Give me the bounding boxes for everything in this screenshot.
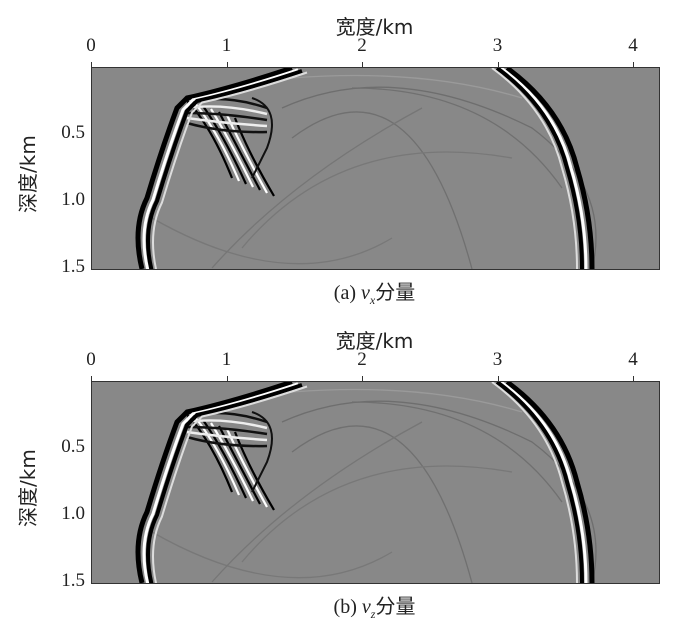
scattered-wavefront: [281, 86, 597, 269]
x-tick-mark: [633, 62, 634, 67]
scattered-wavefront: [291, 388, 523, 413]
x-tick-label: 1: [221, 35, 232, 56]
x-tick-label: 4: [628, 349, 638, 370]
scattered-wavefront: [241, 465, 513, 563]
y-axis-label: 深度/km: [16, 134, 40, 213]
caption-label: (b): [333, 596, 357, 618]
scattered-wavefront: [351, 87, 563, 189]
x-axis-label: 宽度/km: [335, 15, 414, 39]
x-tick-mark: [91, 62, 92, 67]
caption-suffix: 分量: [375, 282, 416, 304]
caption-variable: v: [360, 282, 370, 304]
scattered-wavefront: [211, 421, 423, 583]
x-tick-mark: [226, 62, 228, 67]
panel-caption: (b) vz分量: [334, 590, 416, 622]
scattered-wavefront: [351, 401, 563, 503]
caption-subscript: x: [369, 293, 376, 307]
direct-wavefront: [135, 382, 595, 583]
caption-variable: v: [361, 596, 371, 618]
x-tick-mark: [362, 376, 363, 381]
diffraction-zone: [186, 97, 275, 197]
wavefield-snapshot: [91, 67, 660, 270]
x-tick-label: 1: [221, 349, 232, 370]
x-tick-label: 0: [86, 349, 96, 370]
scattered-wavefront: [291, 111, 473, 269]
x-axis-label: 宽度/km: [335, 329, 414, 353]
scattered-wavefront: [211, 107, 423, 269]
scattered-wavefront: [291, 74, 523, 99]
diffraction-zone: [186, 411, 275, 511]
x-tick-label: 2: [357, 35, 367, 56]
x-tick-mark: [633, 376, 634, 381]
x-tick-mark: [497, 62, 499, 67]
x-tick-label: 3: [492, 35, 503, 56]
x-tick-label: 3: [492, 349, 503, 370]
direct-wavefront: [135, 68, 595, 269]
caption-label: (a): [333, 282, 356, 304]
x-tick-mark: [226, 376, 228, 381]
y-tick-label: 0.5: [61, 436, 85, 457]
scattered-wavefront: [151, 531, 393, 579]
panel-caption: (a) vx分量: [334, 276, 415, 308]
x-tick-mark: [362, 62, 363, 67]
y-axis-label: 深度/km: [16, 448, 40, 527]
scattered-wavefront: [241, 151, 513, 249]
x-tick-label: 2: [357, 349, 367, 370]
x-tick-mark: [91, 376, 92, 381]
x-tick-mark: [497, 376, 499, 381]
x-tick-label: 4: [628, 35, 638, 56]
wavefield-snapshot: [91, 381, 660, 584]
x-tick-label: 0: [86, 35, 96, 56]
y-tick-label: 1.0: [61, 189, 85, 210]
y-tick-label: 1.0: [61, 503, 85, 524]
y-tick-label: 1.5: [61, 256, 85, 277]
scattered-wavefront: [281, 400, 597, 583]
scattered-wavefront: [291, 425, 473, 583]
caption-subscript: z: [370, 607, 376, 621]
y-tick-label: 0.5: [61, 122, 85, 143]
y-tick-label: 1.5: [61, 570, 85, 591]
scattered-wavefront: [151, 217, 393, 265]
caption-suffix: 分量: [375, 596, 416, 618]
